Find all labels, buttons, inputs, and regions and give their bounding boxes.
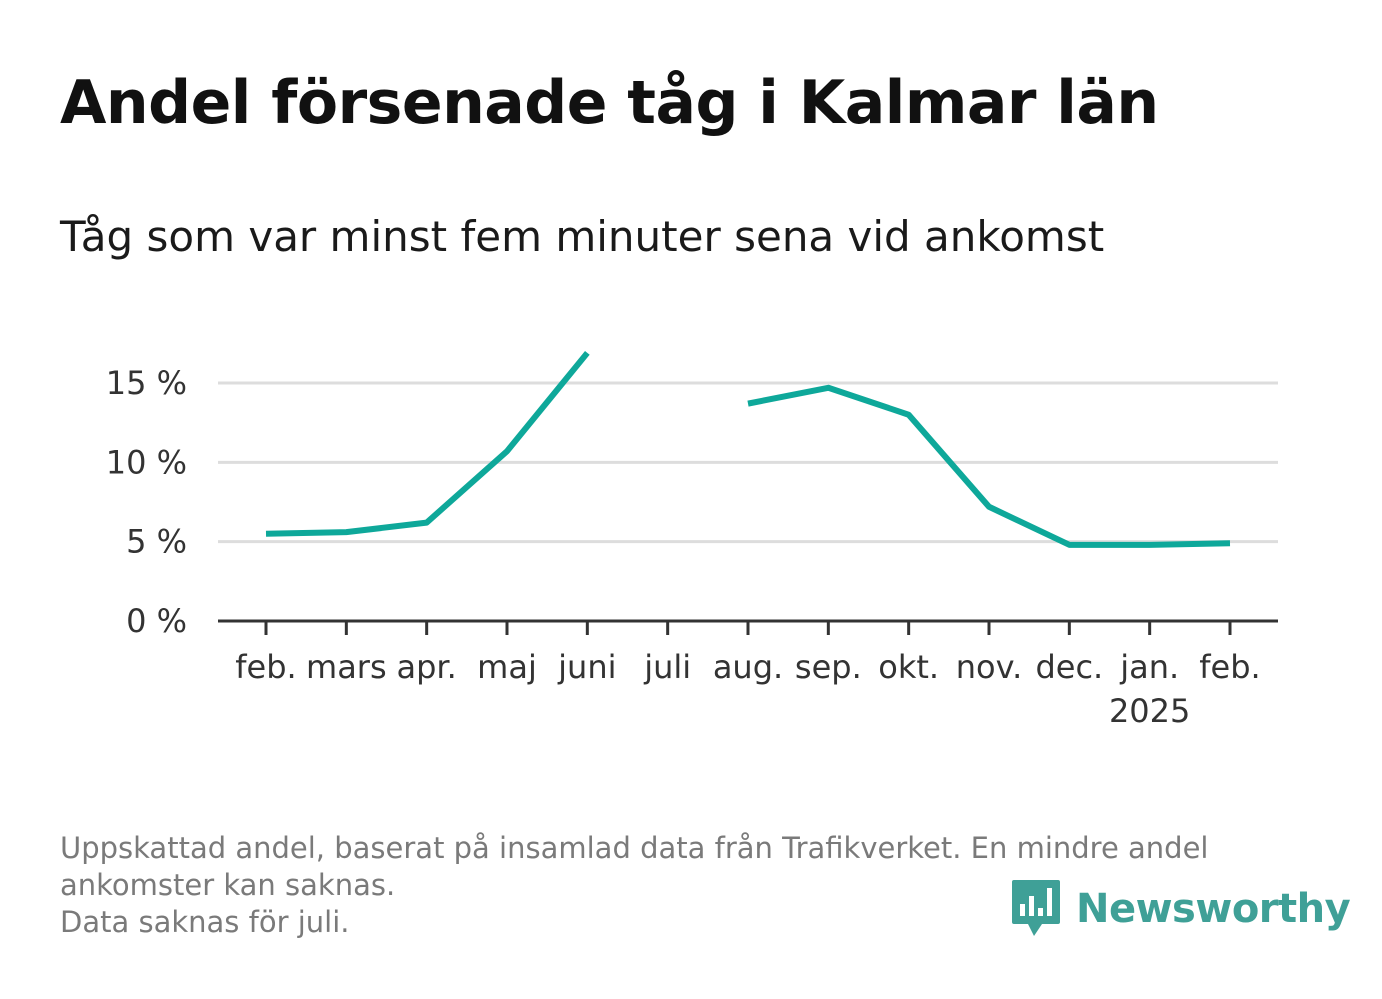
x-tick-label: aug. — [713, 648, 783, 686]
x-tick-label: juni — [557, 648, 616, 686]
y-tick-label: 5 % — [126, 523, 187, 561]
y-axis-tick-labels: 0 % 5 % 10 % 15 % — [106, 364, 187, 640]
footnote-line-1: Uppskattad andel, baserat på insamlad da… — [60, 831, 1209, 865]
chart-title: Andel försenade tåg i Kalmar län — [60, 68, 1159, 138]
series-lines — [265, 350, 1231, 548]
x-tick-label: mars — [306, 648, 387, 686]
series-line-segment — [747, 384, 1231, 548]
y-tick-label: 0 % — [126, 602, 187, 640]
chart-subtitle: Tåg som var minst fem minuter sena vid a… — [60, 212, 1105, 261]
footnote: Uppskattad andel, baserat på insamlad da… — [60, 830, 1320, 941]
footnote-line-2: ankomster kan saknas. — [60, 868, 396, 902]
x-axis-tick-labels: feb. mars apr. maj juni juli aug. sep. okt. nov. d… — [235, 648, 1260, 730]
x-tick-label: apr. — [397, 648, 457, 686]
x-tick-label: feb. — [1199, 648, 1260, 686]
newsworthy-logo: Newsworthy — [1010, 878, 1351, 940]
y-tick-label: 15 % — [106, 364, 187, 402]
x-tick-label: dec. — [1035, 648, 1103, 686]
newsworthy-chart-bubble-icon — [1012, 880, 1060, 936]
series-line-segment — [265, 350, 590, 537]
x-tick-label: jan. — [1119, 648, 1179, 686]
y-tick-label: 10 % — [106, 443, 187, 481]
footnote-line-3: Data saknas för juli. — [60, 905, 350, 939]
x-tick-label: feb. — [235, 648, 296, 686]
x-tick-label: sep. — [795, 648, 862, 686]
x-tick-label: nov. — [956, 648, 1022, 686]
logo-text: Newsworthy — [1076, 886, 1351, 932]
x-tick-label: juli — [643, 648, 691, 686]
x-tick-label: maj — [477, 648, 537, 686]
grid-lines — [218, 381, 1278, 544]
x-tick-label: okt. — [878, 648, 939, 686]
x-axis — [218, 619, 1278, 635]
year-label: 2025 — [1109, 692, 1190, 730]
